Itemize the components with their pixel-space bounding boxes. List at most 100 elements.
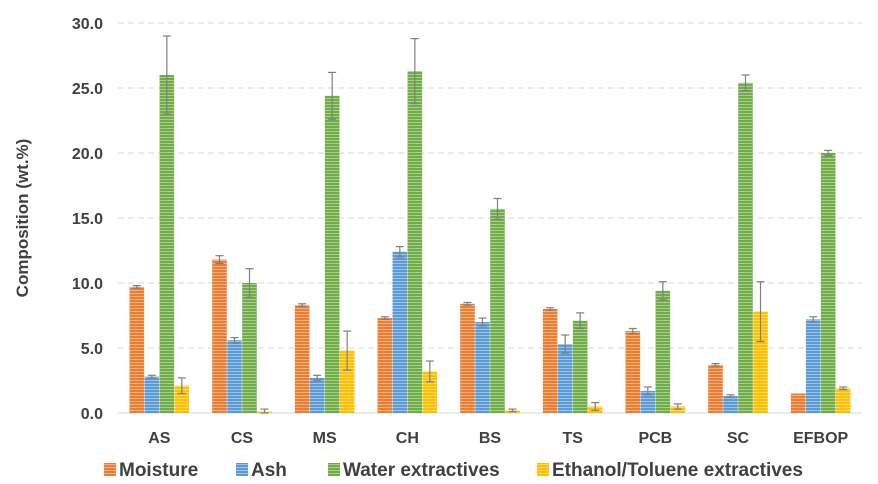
y-axis-title: Composition (wt.%): [13, 139, 32, 298]
bar-water-extractives-sc: [738, 82, 753, 414]
y-tick-label: 30.0: [72, 16, 103, 33]
bar-ethanol-toluene-extractives-pcb: [670, 406, 686, 413]
error-bar-moisture-cs: [215, 255, 224, 265]
bar-water-extractives-as: [159, 75, 175, 413]
bar-ethanol-toluene-extractives-as: [174, 385, 190, 413]
error-bar-ethanol-toluene-extractives-ms: [343, 330, 352, 371]
y-axis-tick-labels: 0.0 5.0 10.0 15.0 20.0 25.0 30.0: [72, 16, 103, 423]
error-bar-water-extractives-ts: [576, 312, 585, 330]
error-bar-ethanol-toluene-extractives-cs: [260, 408, 269, 414]
y-tick-label: 0.0: [81, 406, 103, 423]
error-bar-water-extractives-ms: [328, 71, 337, 120]
bar-moisture-pcb: [625, 331, 641, 413]
bar-moisture-bs: [460, 303, 475, 413]
error-bar-ethanol-toluene-extractives-ts: [591, 402, 600, 411]
bar-moisture-ch: [377, 318, 393, 413]
error-bar-ash-bs: [478, 317, 487, 327]
bar-ethanol-toluene-extractives-efbop: [835, 388, 851, 413]
error-bar-water-extractives-efbop: [824, 149, 833, 157]
legend-item-ash: Ash: [236, 460, 287, 481]
x-axis-tick-labels: AS CS MS CH BS TS PCB SC EFBOP: [148, 430, 848, 447]
error-bar-ash-efbop: [809, 316, 818, 323]
error-bar-water-extractives-ch: [410, 37, 419, 105]
bar-ash-cs: [227, 340, 242, 413]
legend-swatch: [537, 463, 549, 476]
y-tick-label: 10.0: [72, 276, 103, 293]
error-bar-moisture-bs: [463, 301, 472, 306]
error-bar-water-extractives-bs: [493, 197, 502, 220]
error-bar-ash-ts: [561, 334, 570, 354]
bar-moisture-sc: [708, 364, 723, 413]
bars: [129, 71, 851, 414]
legend-item-water-extractives: Water extractives: [328, 460, 500, 481]
legend: Moisture Ash Water extractives Ethanol/Tolu…: [104, 460, 803, 481]
error-bar-moisture-pcb: [628, 327, 637, 335]
y-tick-label: 25.0: [72, 81, 103, 98]
bar-water-extractives-ts: [572, 320, 588, 413]
x-tick-label-ch: CH: [396, 430, 419, 447]
legend-swatch: [236, 463, 248, 476]
error-bar-moisture-ts: [546, 307, 555, 311]
legend-item-moisture: Moisture: [104, 460, 198, 481]
bar-water-extractives-cs: [242, 283, 257, 413]
legend-label: Moisture: [119, 460, 198, 481]
legend-swatch: [328, 463, 340, 476]
legend-swatch: [104, 463, 116, 476]
error-bar-water-extractives-cs: [245, 268, 254, 298]
error-bar-moisture-sc: [711, 363, 720, 367]
error-bars: [132, 35, 848, 414]
bar-ash-efbop: [805, 319, 821, 413]
bar-water-extractives-ms: [324, 95, 340, 414]
error-bar-water-extractives-as: [162, 35, 171, 115]
x-tick-label-pcb: PCB: [638, 430, 672, 447]
error-bar-moisture-ch: [380, 316, 389, 320]
error-bar-moisture-as: [132, 285, 141, 289]
legend-item-ethanol-toluene-extractives: Ethanol/Toluene extractives: [537, 460, 803, 481]
bar-moisture-cs: [212, 259, 227, 413]
x-tick-label-as: AS: [148, 430, 171, 447]
bar-ash-pcb: [640, 390, 656, 413]
bar-ash-ms: [309, 377, 325, 413]
bar-ethanol-toluene-extractives-ms: [339, 350, 355, 413]
bar-ethanol-toluene-extractives-sc: [753, 311, 768, 413]
x-tick-label-sc: SC: [727, 430, 750, 447]
error-bar-ethanol-toluene-extractives-as: [177, 377, 186, 395]
x-tick-label-efbop: EFBOP: [793, 430, 848, 447]
error-bar-moisture-ms: [298, 303, 307, 307]
error-bar-ash-cs: [230, 337, 239, 344]
y-tick-label: 20.0: [72, 146, 103, 163]
x-tick-label-ms: MS: [313, 430, 337, 447]
error-bar-ash-sc: [726, 394, 735, 398]
error-bar-ethanol-toluene-extractives-efbop: [839, 386, 848, 391]
bar-moisture-as: [129, 286, 145, 413]
y-tick-label: 15.0: [72, 211, 103, 228]
error-bar-water-extractives-pcb: [658, 281, 667, 301]
x-tick-label-ts: TS: [562, 430, 583, 447]
bar-ash-bs: [475, 322, 490, 413]
legend-label: Ash: [251, 460, 287, 481]
error-bar-ash-ms: [313, 374, 322, 382]
error-bar-ethanol-toluene-extractives-ch: [425, 360, 434, 383]
error-bar-ash-pcb: [643, 386, 652, 396]
legend-label: Water extractives: [343, 460, 500, 481]
gridlines: [118, 22, 862, 414]
error-bar-ash-as: [147, 374, 156, 379]
error-bar-ethanol-toluene-extractives-pcb: [673, 403, 682, 410]
error-bar-ethanol-toluene-extractives-sc: [756, 281, 765, 343]
bar-water-extractives-pcb: [655, 290, 671, 413]
error-bar-water-extractives-sc: [741, 74, 750, 92]
y-tick-label: 5.0: [81, 341, 103, 358]
error-bar-ethanol-toluene-extractives-bs: [508, 408, 517, 413]
bar-water-extractives-bs: [490, 208, 505, 413]
bar-moisture-ms: [294, 305, 310, 413]
bar-water-extractives-efbop: [820, 153, 836, 413]
bar-moisture-ts: [542, 309, 558, 413]
x-tick-label-cs: CS: [231, 430, 254, 447]
error-bar-ash-ch: [395, 246, 404, 258]
legend-label: Ethanol/Toluene extractives: [552, 460, 803, 481]
bar-ash-sc: [723, 396, 738, 413]
bar-water-extractives-ch: [407, 71, 423, 413]
bar-ash-ts: [557, 344, 573, 413]
bar-ash-ch: [392, 251, 408, 413]
